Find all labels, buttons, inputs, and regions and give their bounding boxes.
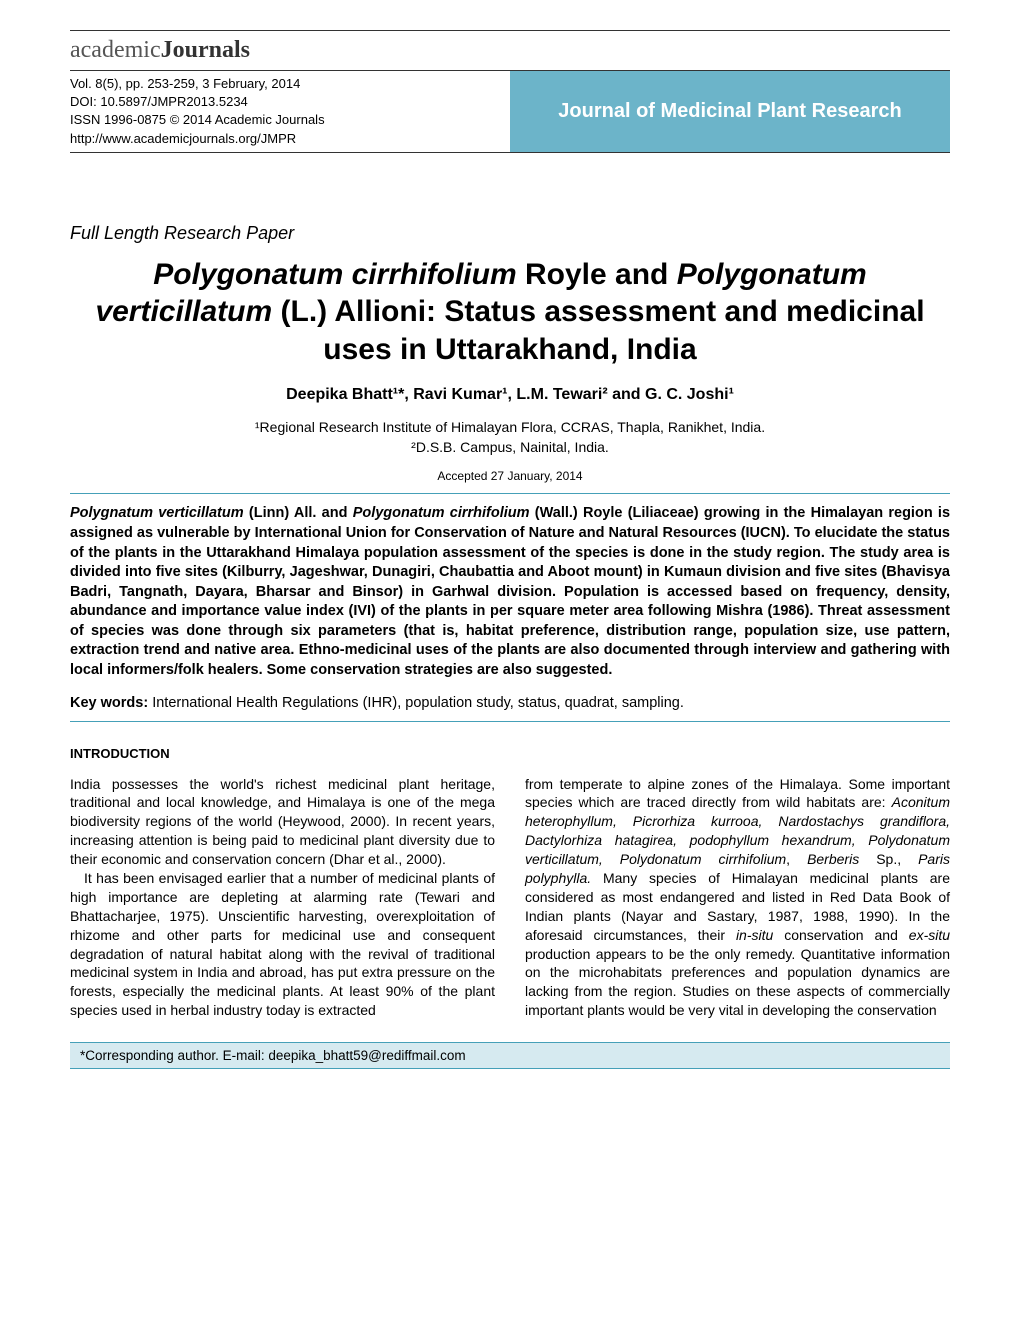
affiliation-1: ¹Regional Research Institute of Himalaya… — [70, 418, 950, 438]
journal-name: Journal of Medicinal Plant Research — [510, 71, 950, 152]
header-band: Vol. 8(5), pp. 253-259, 3 February, 2014… — [70, 70, 950, 153]
section-heading-introduction: INTRODUCTION — [70, 746, 950, 761]
column-right: from temperate to alpine zones of the Hi… — [525, 775, 950, 1021]
logo-part2: Journals — [161, 37, 250, 63]
intro-paragraph-2: It has been envisaged earlier that a num… — [70, 869, 495, 1020]
citation-line: Vol. 8(5), pp. 253-259, 3 February, 2014 — [70, 75, 510, 93]
affiliation-2: ²D.S.B. Campus, Nainital, India. — [70, 438, 950, 458]
logo-part1: academic — [70, 37, 161, 63]
corresponding-author: *Corresponding author. E-mail: deepika_b… — [70, 1042, 950, 1069]
column-left: India possesses the world's richest medi… — [70, 775, 495, 1021]
paper-type: Full Length Research Paper — [70, 223, 950, 244]
accepted-date: Accepted 27 January, 2014 — [70, 469, 950, 483]
publisher-logo: academicJournals — [70, 37, 950, 64]
body-columns: India possesses the world's richest medi… — [70, 775, 950, 1021]
abstract-text: Polygnatum verticillatum (Linn) All. and… — [70, 504, 950, 680]
paper-title: Polygonatum cirrhifolium Royle and Polyg… — [70, 256, 950, 369]
affiliations: ¹Regional Research Institute of Himalaya… — [70, 418, 950, 457]
journal-url[interactable]: http://www.academicjournals.org/JMPR — [70, 131, 296, 146]
keywords: Key words: International Health Regulati… — [70, 695, 950, 711]
authors: Deepika Bhatt¹*, Ravi Kumar¹, L.M. Tewar… — [70, 386, 950, 404]
citation-block: Vol. 8(5), pp. 253-259, 3 February, 2014… — [70, 71, 510, 152]
doi-line: DOI: 10.5897/JMPR2013.5234 — [70, 93, 510, 111]
intro-paragraph-3: from temperate to alpine zones of the Hi… — [525, 775, 950, 1021]
abstract-box: Polygnatum verticillatum (Linn) All. and… — [70, 493, 950, 721]
issn-line: ISSN 1996-0875 © 2014 Academic Journals — [70, 111, 510, 129]
intro-paragraph-1: India possesses the world's richest medi… — [70, 775, 495, 869]
